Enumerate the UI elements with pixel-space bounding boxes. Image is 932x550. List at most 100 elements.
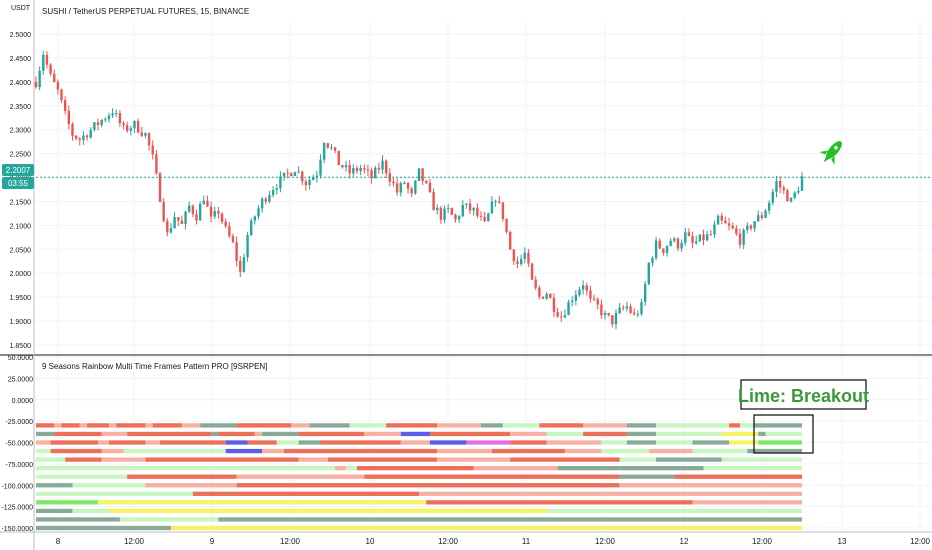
heatmap-cell (426, 500, 693, 505)
candle-body (560, 316, 563, 318)
heatmap-cell (262, 431, 299, 437)
candle-body (352, 167, 355, 174)
heatmap-cell (601, 448, 649, 454)
time-axis[interactable]: 8 12:00 9 12:00 10 12:00 11 12:00 12 12:00 13 12:00 (56, 537, 931, 546)
candle-body (133, 120, 136, 129)
price-tick-label: 2.0500 (10, 247, 32, 254)
indicator-tick-label: -125.0000 (1, 505, 33, 512)
heatmap-cell (87, 423, 109, 428)
candle-body (636, 314, 640, 316)
candle-body (767, 202, 771, 211)
heatmap-cell (36, 500, 99, 505)
candle-body (596, 299, 599, 305)
candle-body (202, 200, 205, 204)
heatmap-cell (473, 466, 558, 471)
candle-body (147, 133, 151, 146)
candle-body (592, 298, 596, 300)
price-tick-label: 2.5000 (10, 32, 32, 39)
candle-body (246, 234, 249, 258)
heatmap-cell (36, 508, 73, 514)
candle-body (479, 215, 483, 217)
candle-body (42, 54, 45, 71)
candle-body (115, 113, 118, 115)
candle-body (549, 293, 552, 299)
candle-body (611, 315, 614, 325)
candle-body (122, 123, 125, 126)
heatmap-cell (386, 423, 438, 428)
candle-body (173, 217, 176, 229)
time-tick-label: 12:00 (752, 537, 773, 546)
heatmap-cell (729, 423, 740, 428)
heatmap-cell (481, 423, 503, 428)
candle-body (498, 201, 501, 203)
heatmap-cell (218, 431, 255, 437)
heatmap-cell (145, 457, 299, 462)
time-tick-label: 8 (56, 537, 61, 546)
heatmap-cell (247, 440, 277, 445)
heatmap-cell (61, 423, 80, 428)
price-tick-label: 2.1000 (10, 223, 32, 230)
candle-body (341, 165, 344, 168)
heatmap-cell (218, 517, 802, 522)
candle-body (366, 169, 370, 171)
candle-body (363, 168, 366, 170)
annotation: Lime: Breakout (738, 379, 869, 454)
countdown-tag-value: 03:55 (8, 179, 29, 188)
heatmap-cell (557, 466, 620, 471)
candle-body (662, 248, 665, 253)
candle-body (800, 176, 804, 191)
heatmap-cell (127, 431, 212, 437)
heatmap-cell (466, 440, 511, 445)
candle-body (669, 240, 672, 246)
candle-body (753, 221, 756, 229)
heatmap-cell (510, 457, 620, 462)
candle-body (414, 180, 417, 194)
candle-body (260, 198, 264, 209)
candle-body (541, 296, 545, 299)
candle-body (625, 306, 629, 309)
heatmap-cell (758, 440, 802, 445)
candle-body (618, 307, 621, 314)
candle-body (224, 221, 227, 227)
heatmap-cell (546, 440, 602, 445)
candle-body (275, 188, 278, 190)
heatmap-cell (145, 483, 237, 488)
candle-body (158, 173, 162, 202)
candle-body (775, 181, 778, 192)
heatmap-cell (729, 440, 759, 445)
price-tick-label: 2.4500 (10, 56, 32, 63)
price-axis[interactable]: 2.50002.45002.40002.35002.30002.25002.20… (10, 32, 32, 350)
price-tick-label: 1.8500 (10, 343, 32, 350)
candle-body (633, 312, 636, 315)
candle-body (760, 215, 764, 218)
candle-body (209, 206, 213, 217)
candle-body (166, 221, 169, 233)
candle-body (264, 198, 267, 202)
countdown-tag-bg (2, 177, 34, 189)
candle-body (746, 225, 749, 230)
heatmap-cell (276, 440, 299, 445)
candle-body (647, 262, 650, 285)
heatmap-cell (437, 423, 482, 428)
candle-body (691, 235, 694, 244)
candle-body (713, 224, 716, 235)
candle-body (85, 135, 89, 138)
price-tick-label: 2.4000 (10, 80, 32, 87)
heatmap-cell (619, 457, 657, 462)
candle-body (425, 181, 428, 183)
candle-body (603, 312, 607, 316)
candle-body (476, 207, 479, 216)
heatmap-cell (656, 457, 722, 462)
indicator-title: 9 Seasons Rainbow Multi Time Frames Patt… (42, 362, 267, 371)
heatmap-cell (236, 423, 292, 428)
heatmap-cell (327, 457, 438, 462)
heatmap-cell (626, 440, 657, 445)
price-tag: 2.2007 03:55 (2, 164, 34, 189)
candle-body (738, 233, 742, 245)
heatmap-cell (335, 466, 347, 471)
indicator-axis[interactable]: 50.0000 25.0000 0.0000 -25.0000 -50.0000 -75.… (1, 355, 33, 533)
candle-body (333, 147, 337, 151)
candle-body (673, 238, 676, 241)
candle-body (359, 168, 362, 172)
price-tick-label: 2.0000 (10, 271, 32, 278)
